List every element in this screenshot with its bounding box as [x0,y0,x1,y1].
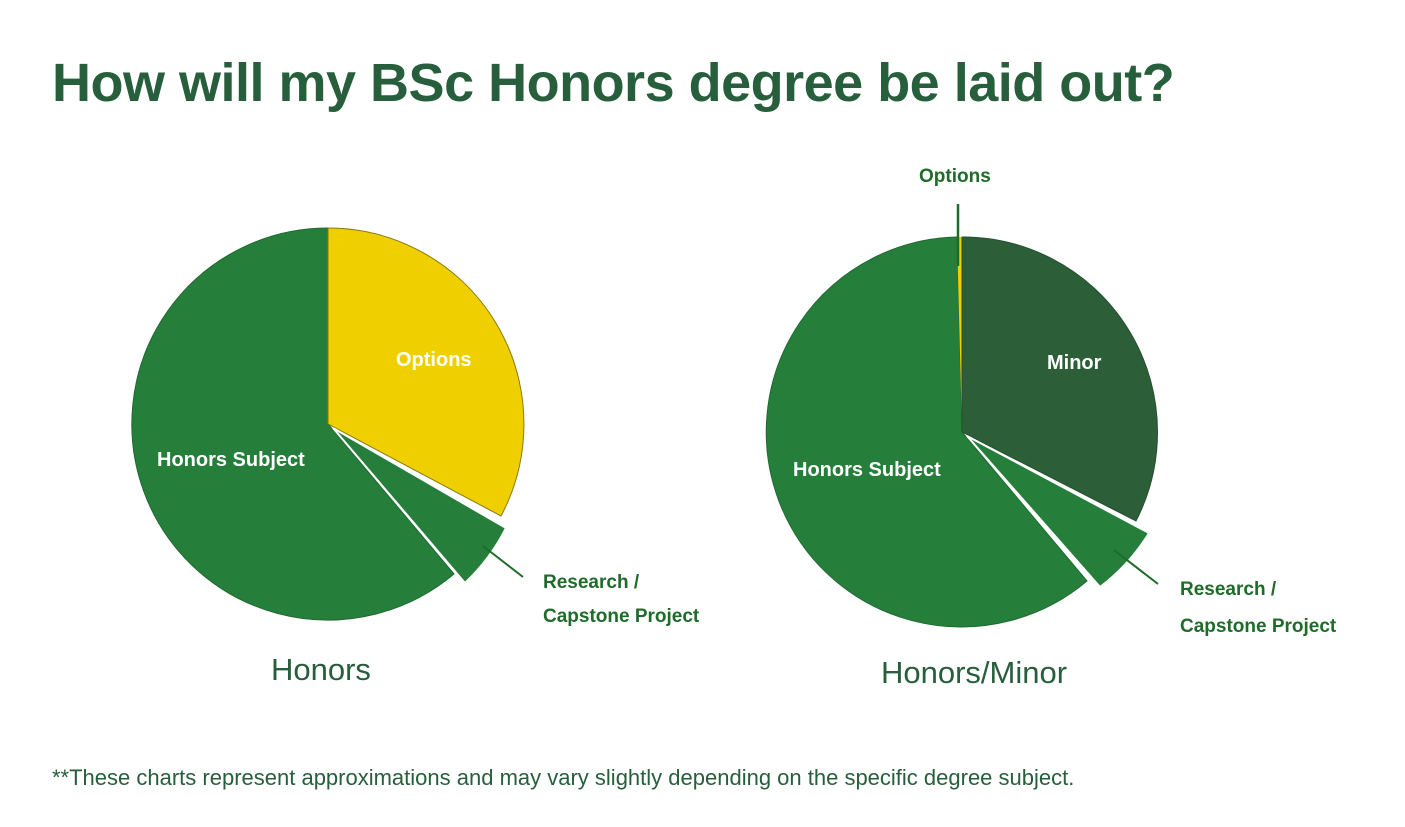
honors-pie-chart: Options Honors Subject Research / Capsto… [131,227,700,627]
label-research-line2: Capstone Project [543,606,700,627]
label-honors-subject: Honors Subject [157,449,305,471]
label-options: Options [396,349,472,371]
page-title: How will my BSc Honors degree be laid ou… [52,53,1175,113]
slice-research [332,427,508,585]
research-callout-line [482,545,524,578]
label-research-line2: Capstone Project [1180,616,1337,637]
slice-options [957,236,962,432]
honors-chart-caption: Honors [271,652,371,687]
slice-options [327,227,525,517]
label-research-line1: Research / [1180,579,1277,600]
footnote: **These charts represent approximations … [52,765,1075,790]
label-research-line1: Research / [543,572,640,593]
research-callout-line [1113,549,1159,585]
slice-research [966,435,1151,589]
label-honors-subject: Honors Subject [793,459,941,481]
slice-minor [961,236,1158,522]
label-minor: Minor [1047,352,1102,374]
honors-minor-chart-caption: Honors/Minor [881,655,1068,690]
label-options: Options [919,166,991,187]
honors-minor-pie-chart: Options Minor Honors Subject Research / … [765,166,1337,637]
slice-honors-subject [765,236,1088,628]
slice-honors-subject [131,227,455,621]
